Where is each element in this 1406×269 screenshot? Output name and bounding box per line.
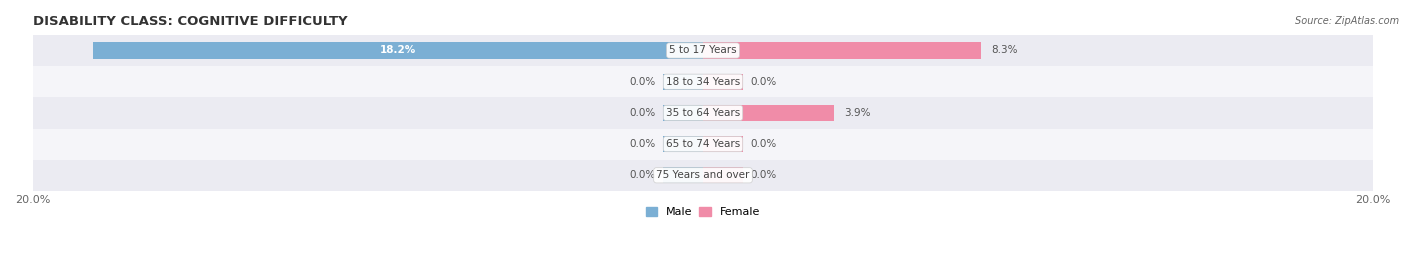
Text: 0.0%: 0.0% <box>630 170 657 180</box>
Bar <box>32 66 1374 97</box>
Text: 0.0%: 0.0% <box>749 77 776 87</box>
Text: 0.0%: 0.0% <box>630 139 657 149</box>
Bar <box>703 167 744 183</box>
Bar <box>703 136 744 152</box>
Text: 5 to 17 Years: 5 to 17 Years <box>669 45 737 55</box>
Bar <box>662 74 703 90</box>
Legend: Male, Female: Male, Female <box>641 203 765 222</box>
Text: 0.0%: 0.0% <box>630 108 657 118</box>
Text: 75 Years and over: 75 Years and over <box>657 170 749 180</box>
Text: 18 to 34 Years: 18 to 34 Years <box>666 77 740 87</box>
Bar <box>703 74 744 90</box>
Text: 0.0%: 0.0% <box>749 139 776 149</box>
Text: 0.0%: 0.0% <box>749 170 776 180</box>
Text: 65 to 74 Years: 65 to 74 Years <box>666 139 740 149</box>
Bar <box>32 35 1374 66</box>
Text: 35 to 64 Years: 35 to 64 Years <box>666 108 740 118</box>
Text: 3.9%: 3.9% <box>844 108 870 118</box>
Text: 8.3%: 8.3% <box>991 45 1018 55</box>
Bar <box>32 129 1374 160</box>
Text: Source: ZipAtlas.com: Source: ZipAtlas.com <box>1295 16 1399 26</box>
Text: 18.2%: 18.2% <box>380 45 416 55</box>
Bar <box>662 105 703 121</box>
Text: 0.0%: 0.0% <box>630 77 657 87</box>
Bar <box>93 43 703 59</box>
Bar <box>662 136 703 152</box>
Bar <box>703 105 834 121</box>
Bar <box>662 167 703 183</box>
Bar <box>32 97 1374 129</box>
Bar <box>32 160 1374 191</box>
Text: DISABILITY CLASS: COGNITIVE DIFFICULTY: DISABILITY CLASS: COGNITIVE DIFFICULTY <box>32 15 347 28</box>
Bar <box>703 43 981 59</box>
